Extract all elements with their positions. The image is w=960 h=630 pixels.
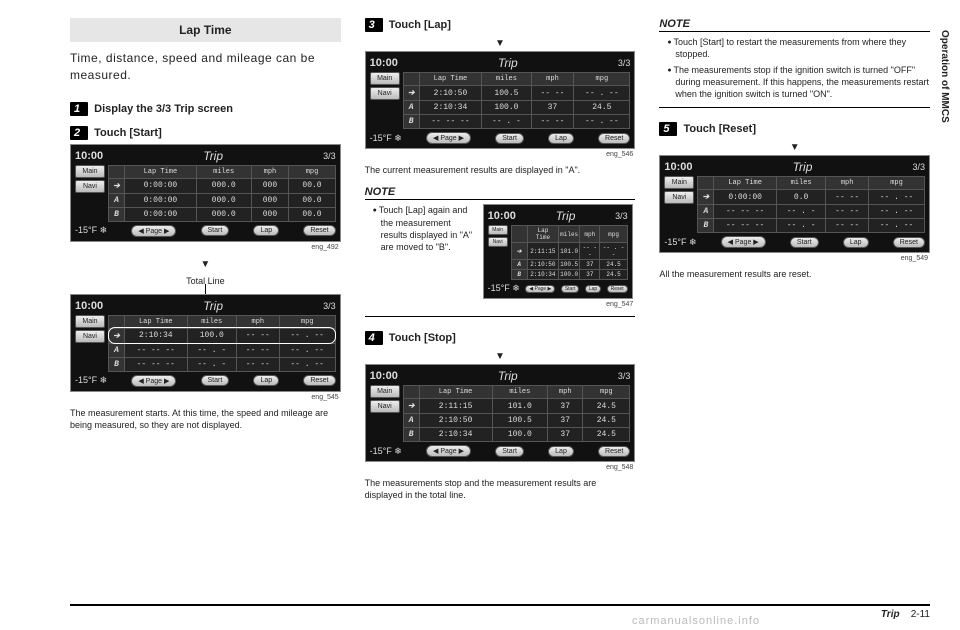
step-label-1: Display the 3/3 Trip screen bbox=[94, 103, 233, 115]
caption: eng_549 bbox=[659, 255, 928, 262]
caption: eng_548 bbox=[365, 464, 634, 471]
screenshot-reset: 10:00 Trip 3/3 Main Navi Lap Timemilesmp… bbox=[659, 155, 930, 253]
step-5: 5 Touch [Reset] bbox=[659, 122, 930, 136]
footer: Trip 2-11 bbox=[70, 604, 930, 620]
reset-button[interactable]: Reset bbox=[303, 225, 335, 236]
footer-page: 2-11 bbox=[911, 609, 930, 620]
screenshot-lap: 10:00 Trip 3/3 Main Navi Lap Timemilesmp… bbox=[365, 51, 636, 149]
triangle-icon: ▼ bbox=[70, 259, 341, 270]
start-button[interactable]: Start bbox=[201, 225, 230, 236]
side-tab: Operation of MMCS bbox=[939, 30, 950, 123]
column-3: NOTE Touch [Start] to restart the measur… bbox=[659, 18, 930, 507]
body-text: The measurement starts. At this time, th… bbox=[70, 407, 341, 431]
main-button[interactable]: Main bbox=[75, 165, 105, 178]
triangle-icon: ▼ bbox=[659, 142, 930, 153]
caption: eng_547 bbox=[365, 301, 634, 308]
step-1: 1 Display the 3/3 Trip screen bbox=[70, 102, 341, 116]
pointer bbox=[205, 284, 206, 294]
note-text: Touch [Lap] again and the measurement re… bbox=[373, 204, 473, 256]
watermark: carmanualsonline.info bbox=[632, 615, 760, 627]
screenshot-lap2: 10:00 Trip 3/3 Main Navi Lap Timemilesmp… bbox=[483, 204, 633, 299]
shot-page: 3/3 bbox=[323, 151, 336, 161]
screenshot-stop: 10:00 Trip 3/3 Main Navi Lap Timemilesmp… bbox=[365, 364, 636, 462]
screenshot-start: 10:00 Trip 3/3 Main Navi Lap Timemilesmp… bbox=[70, 144, 341, 242]
page-button[interactable]: ◀ Page ▶ bbox=[131, 225, 176, 237]
step-label-2: Touch [Start] bbox=[94, 127, 162, 139]
intro-text: Time, distance, speed and mileage can be… bbox=[70, 50, 341, 84]
column-2: 3 Touch [Lap] ▼ 10:00 Trip 3/3 Main Navi… bbox=[365, 18, 636, 507]
caption: eng_492 bbox=[70, 244, 339, 251]
step-2: 2 Touch [Start] bbox=[70, 126, 341, 140]
note-list: Touch [Start] to restart the measurement… bbox=[667, 36, 930, 103]
body-text: The current measurement results are disp… bbox=[365, 164, 636, 176]
section-title: Lap Time bbox=[70, 18, 341, 42]
step-3: 3 Touch [Lap] bbox=[365, 18, 636, 32]
note-heading: NOTE bbox=[659, 18, 930, 32]
shot-trip: Trip bbox=[203, 149, 223, 163]
triangle-icon: ▼ bbox=[365, 38, 636, 49]
step-4: 4 Touch [Stop] bbox=[365, 331, 636, 345]
triangle-icon: ▼ bbox=[365, 351, 636, 362]
body-text: The measurements stop and the measuremen… bbox=[365, 477, 636, 501]
screenshot-running: 10:00 Trip 3/3 Main Navi Lap Timemilesmp… bbox=[70, 294, 341, 392]
trip-table: Lap Timemilesmphmpg ➔0:00:00000.000000.0… bbox=[108, 165, 336, 222]
navi-button[interactable]: Navi bbox=[75, 180, 105, 193]
note-heading: NOTE bbox=[365, 186, 636, 200]
footer-trip: Trip bbox=[881, 609, 900, 620]
column-1: Lap Time Time, distance, speed and milea… bbox=[70, 18, 341, 507]
shot-time: 10:00 bbox=[75, 150, 103, 162]
temp: -15°F ❄ bbox=[75, 225, 107, 236]
caption: eng_545 bbox=[70, 394, 339, 401]
caption: eng_546 bbox=[365, 151, 634, 158]
body-text: All the measurement results are reset. bbox=[659, 268, 930, 280]
step-num-1: 1 bbox=[70, 102, 88, 116]
lap-button[interactable]: Lap bbox=[253, 225, 279, 236]
step-num-2: 2 bbox=[70, 126, 88, 140]
